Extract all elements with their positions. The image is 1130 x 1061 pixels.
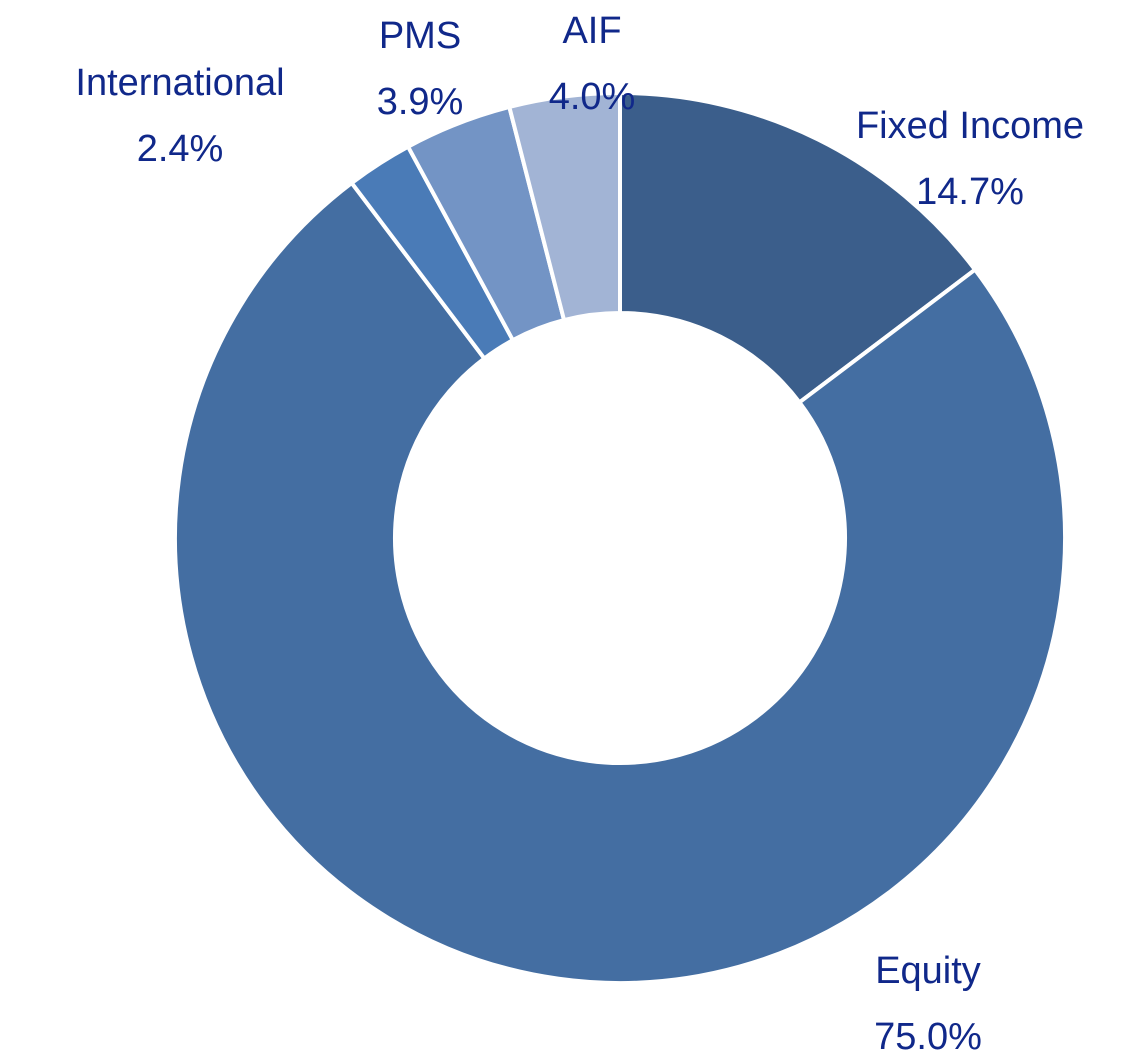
donut-slice — [618, 90, 978, 406]
value-label: 14.7% — [916, 171, 1024, 213]
value-label: 3.9% — [377, 81, 464, 123]
category-label: PMS — [379, 15, 461, 57]
donut-slice — [173, 180, 1067, 985]
value-label: 75.0% — [874, 1016, 982, 1058]
value-label: 2.4% — [137, 128, 224, 170]
category-label: Fixed Income — [856, 105, 1084, 147]
category-label: Equity — [875, 950, 981, 992]
value-label: 4.0% — [549, 76, 636, 118]
donut-slice — [506, 90, 622, 323]
category-label: AIF — [562, 10, 621, 52]
category-label: International — [75, 62, 284, 104]
